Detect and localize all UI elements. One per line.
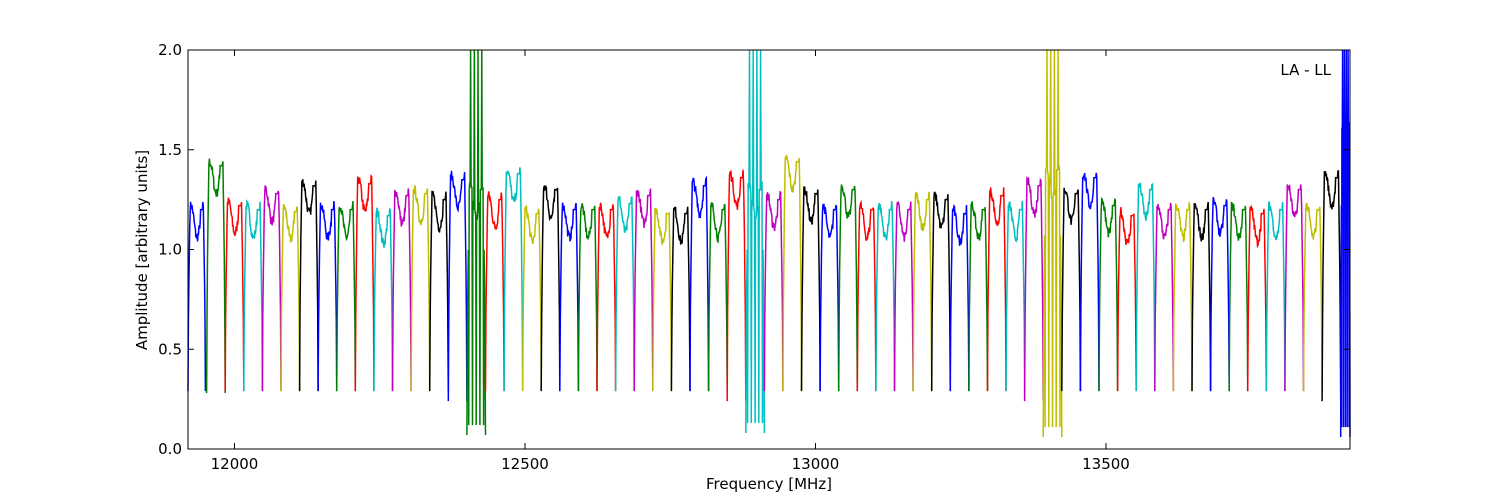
y-axis-label: Amplitude [arbitrary units] (133, 150, 151, 350)
series-line-0 (187, 201, 207, 392)
series-line-49 (1098, 196, 1119, 392)
series-line-18 (521, 205, 542, 392)
ticks-layer: 12000 12500 13000 13500 0.0 0.5 1.0 1.5 2.0 (158, 41, 1350, 473)
series-line-34 (819, 203, 840, 392)
x-tick-label-1: 12500 (501, 455, 549, 473)
series-line-51 (1135, 182, 1156, 392)
series-line-1 (205, 158, 226, 394)
series-line-12 (410, 185, 431, 392)
series-line-57 (1246, 204, 1268, 392)
series-line-43 (986, 187, 1007, 392)
series-line-30 (745, 49, 766, 434)
series-line-53 (1172, 202, 1193, 392)
series-line-25 (652, 207, 673, 392)
series-line-15 (466, 49, 487, 436)
annotation-label: LA - LL (1280, 61, 1331, 79)
series-line-14 (447, 170, 468, 402)
series-line-28 (707, 202, 728, 392)
series-line-17 (503, 167, 524, 392)
series-line-2 (224, 197, 245, 392)
series-line-52 (1154, 202, 1175, 392)
series-line-7 (317, 200, 338, 392)
series-line-22 (596, 202, 617, 392)
series-line-55 (1209, 196, 1230, 392)
y-tick-label-1: 0.5 (158, 340, 182, 358)
y-tick-label-4: 2.0 (158, 41, 182, 59)
series-line-4 (261, 185, 282, 392)
x-tick-label-3: 13500 (1082, 455, 1130, 473)
x-tick-label-0: 12000 (211, 455, 259, 473)
series-line-37 (875, 201, 896, 392)
y-tick-label-2: 1.0 (158, 241, 182, 259)
series-line-13 (428, 190, 450, 392)
x-tick-label-2: 13000 (792, 455, 840, 473)
series-line-41 (949, 204, 970, 392)
series-line-40 (930, 191, 952, 392)
series-line-47 (1061, 187, 1082, 392)
series-line-16 (484, 191, 505, 392)
series-line-27 (689, 175, 710, 392)
series-line-19 (540, 185, 561, 392)
series-line-9 (354, 174, 375, 392)
series-line-56 (1228, 201, 1249, 392)
x-axis-label: Frequency [MHz] (706, 475, 832, 493)
series-line-54 (1191, 201, 1212, 392)
y-tick-label-0: 0.0 (158, 440, 182, 458)
series-line-46 (1042, 49, 1063, 438)
series-line-48 (1079, 172, 1100, 392)
series-line-42 (968, 201, 989, 392)
series-line-45 (1023, 175, 1044, 402)
y-tick-label-3: 1.5 (158, 141, 182, 159)
series-line-38 (893, 201, 914, 392)
series-line-23 (614, 195, 635, 392)
series-line-21 (577, 203, 598, 392)
series-line-58 (1265, 201, 1286, 392)
series-line-36 (856, 199, 877, 392)
series-line-59 (1284, 184, 1305, 392)
series-line-62 (1339, 49, 1351, 438)
series-line-61 (1321, 169, 1342, 402)
series-line-6 (298, 179, 319, 392)
series-line-24 (633, 188, 654, 392)
series-line-29 (726, 169, 747, 402)
series-line-35 (837, 184, 859, 392)
series-line-5 (280, 203, 301, 392)
series-line-20 (559, 202, 580, 392)
series-line-11 (391, 188, 412, 392)
series-line-26 (670, 206, 691, 392)
series-line-32 (782, 154, 803, 392)
series-line-31 (763, 190, 784, 392)
series-line-39 (912, 191, 933, 392)
series-line-50 (1116, 207, 1137, 392)
series-line-60 (1302, 202, 1323, 392)
series-line-3 (243, 198, 264, 392)
series-layer (187, 49, 1351, 438)
series-line-44 (1005, 200, 1026, 392)
series-line-33 (800, 186, 821, 392)
series-line-10 (373, 207, 394, 392)
series-line-8 (335, 201, 357, 392)
